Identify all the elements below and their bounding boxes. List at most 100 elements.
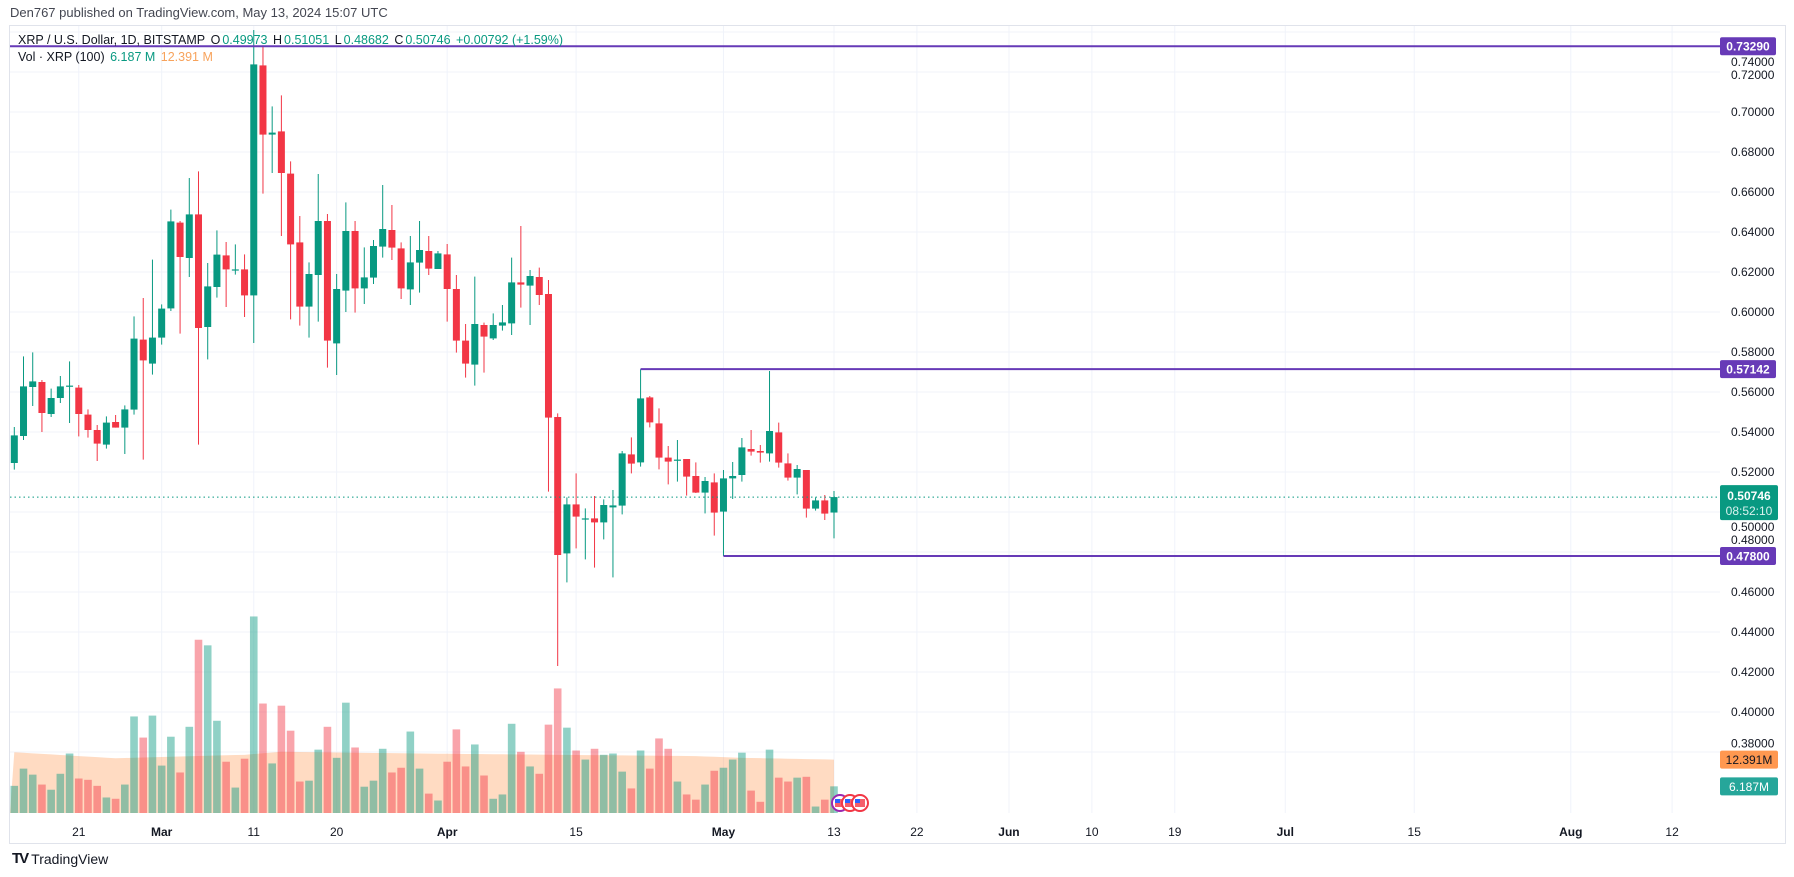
candle-body: [84, 414, 92, 430]
candle-body: [480, 325, 488, 337]
candle: [489, 313, 497, 340]
change-value: +0.00792 (+1.59%): [456, 33, 564, 47]
candle: [139, 298, 147, 460]
volume-bar: [259, 703, 267, 813]
candle-body: [581, 518, 589, 520]
open-value: 0.49973: [222, 33, 268, 47]
volume-bar: [719, 767, 728, 813]
candle: [434, 251, 442, 269]
candle-body: [121, 409, 129, 428]
candle: [204, 263, 212, 360]
volume-bar: [203, 645, 212, 813]
candle-body: [425, 251, 433, 269]
candle-body: [416, 250, 424, 263]
candle-body: [139, 339, 147, 361]
volume-bar: [65, 753, 74, 813]
candle-body: [176, 222, 184, 257]
candle-body: [535, 277, 543, 295]
candle-body: [784, 463, 792, 478]
volume-bar: [268, 763, 276, 813]
volume-bar: [167, 736, 175, 813]
publish-info: Den767 published on TradingView.com, May…: [10, 5, 388, 20]
candle: [627, 437, 635, 474]
candle: [591, 496, 599, 568]
candle-body: [544, 294, 552, 418]
volume-bar: [507, 723, 516, 813]
time-tick-label: Apr: [437, 825, 458, 839]
candle: [637, 369, 645, 467]
horizontal-lines[interactable]: [10, 45, 1720, 557]
candle: [56, 376, 64, 403]
tradingview-footer[interactable]: TV TradingView: [12, 850, 108, 867]
candle-body: [314, 221, 322, 275]
candle: [563, 497, 571, 583]
candles: [10, 30, 838, 666]
time-tick-label: Mar: [151, 825, 173, 839]
candle-body: [664, 457, 672, 462]
candle: [701, 477, 709, 514]
candle: [471, 276, 479, 386]
candle-body: [830, 497, 838, 513]
volume-bar: [323, 726, 332, 813]
candle: [102, 416, 110, 449]
volume-bar: [572, 750, 580, 813]
candle: [416, 221, 424, 293]
volume-bar: [157, 765, 166, 813]
candle: [498, 305, 506, 331]
candle: [121, 405, 129, 454]
volume-badge-label: 6.187M: [1729, 780, 1769, 794]
candle-body: [56, 386, 64, 398]
volume-bar: [480, 775, 488, 813]
volume-bar: [28, 774, 37, 813]
time-tick-label: 10: [1085, 825, 1099, 839]
price-tick-label: 0.48000: [1731, 533, 1775, 547]
candle: [406, 236, 414, 305]
candle-body: [572, 504, 580, 517]
time-tick-label: 19: [1168, 825, 1182, 839]
volume-bar: [701, 784, 709, 813]
candle-body: [277, 131, 285, 173]
candle-body: [351, 231, 359, 289]
symbol-name[interactable]: XRP / U.S. Dollar, 1D, BITSTAMP: [18, 33, 206, 47]
time-tick-label: 12: [1665, 825, 1679, 839]
volume-bar: [10, 785, 19, 813]
brand-name: TradingView: [31, 850, 109, 867]
candle: [167, 209, 175, 311]
candle: [710, 473, 718, 536]
volume-bar: [655, 738, 663, 813]
candle: [609, 490, 617, 578]
candle-body: [397, 248, 405, 289]
time-axis[interactable]: 21 Mar 11 20 Apr 15 May 13 22 Jun 10 19 Jul 15 Aug 12: [72, 825, 1679, 839]
candle-body: [112, 422, 120, 428]
events[interactable]: [830, 794, 869, 812]
volume-bar: [452, 729, 461, 813]
candle: [323, 214, 331, 368]
volume-bar: [93, 785, 101, 813]
volume-bar: [148, 715, 157, 813]
volume-bar: [176, 772, 184, 813]
candle-body: [747, 449, 755, 452]
price-tick-label: 0.70000: [1731, 105, 1775, 119]
candle: [600, 499, 608, 540]
volume-legend[interactable]: Vol · XRP (100) 6.187 M 12.391 M: [18, 50, 215, 64]
volume-bar: [765, 749, 774, 813]
candle: [812, 497, 820, 511]
candle: [572, 473, 580, 549]
economic-event-icon[interactable]: [850, 794, 869, 812]
volume-label[interactable]: Vol · XRP (100): [18, 50, 105, 64]
volume-bar: [424, 793, 433, 813]
candle: [130, 316, 138, 415]
candle-body: [673, 459, 681, 461]
time-tick-label: 11: [248, 825, 261, 839]
symbol-legend[interactable]: XRP / U.S. Dollar, 1D, BITSTAMP O 0.49973…: [18, 33, 565, 47]
candle: [535, 267, 543, 305]
candle-body: [305, 274, 313, 307]
last-price-label: 0.50746: [1727, 489, 1771, 503]
volume-bar: [692, 799, 700, 813]
volume-bar: [784, 781, 792, 813]
candle: [775, 422, 783, 468]
candle-body: [591, 518, 599, 523]
